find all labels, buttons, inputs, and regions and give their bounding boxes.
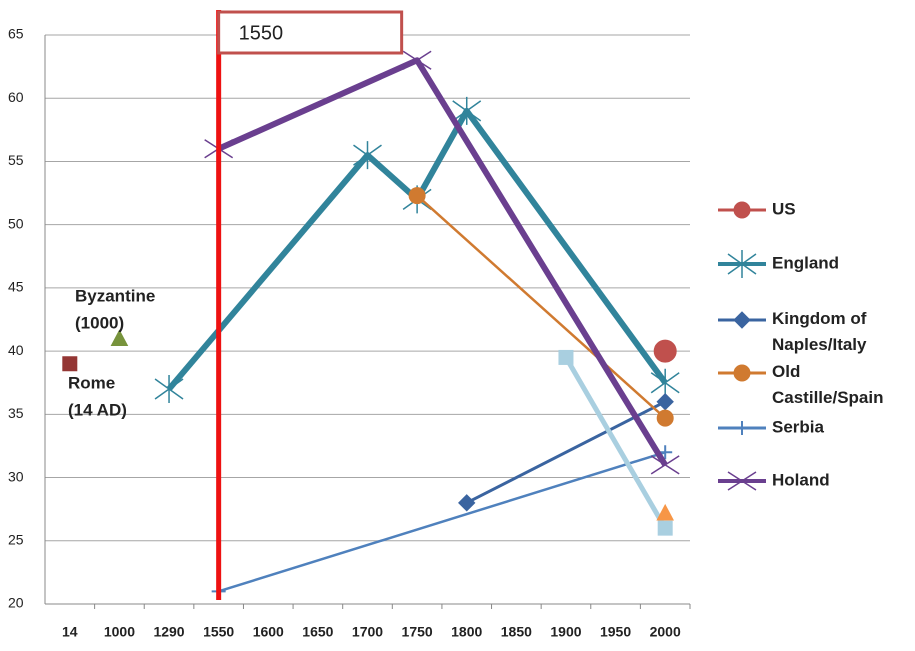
series xyxy=(656,503,675,521)
highlight-box xyxy=(217,10,404,55)
marker xyxy=(154,375,184,404)
marker xyxy=(735,421,749,435)
y-tick-label: 40 xyxy=(8,342,24,358)
x-tick-label: 1290 xyxy=(153,624,184,640)
series xyxy=(110,329,129,346)
marker xyxy=(657,520,673,536)
marker xyxy=(653,339,677,363)
y-tick-label: 50 xyxy=(8,215,24,231)
legend-label: Serbia xyxy=(772,417,825,436)
marker xyxy=(402,50,432,70)
legend-label: Holand xyxy=(772,470,830,489)
highlight-label: 1550 xyxy=(239,22,284,44)
legend-item: US xyxy=(718,199,796,219)
x-tick-label: 1750 xyxy=(402,624,433,640)
annotation: Byzantine xyxy=(75,286,155,305)
y-tick-label: 65 xyxy=(8,26,24,42)
x-tick-label: 1700 xyxy=(352,624,383,640)
series xyxy=(458,392,674,512)
y-tick-label: 55 xyxy=(8,152,24,168)
y-tick-label: 35 xyxy=(8,405,24,421)
legend-label: US xyxy=(772,199,796,218)
series xyxy=(558,349,673,536)
annotation: (14 AD) xyxy=(68,400,127,419)
marker xyxy=(656,503,675,521)
legend-label: Kingdom of Naples/Italy xyxy=(772,309,867,354)
legend-item: Serbia xyxy=(718,417,825,436)
x-tick-label: 1600 xyxy=(253,624,284,640)
legend-item: Old Castille/Spain xyxy=(718,362,883,407)
y-tick-label: 60 xyxy=(8,89,24,105)
marker xyxy=(650,368,680,397)
series xyxy=(408,187,674,427)
y-tick-label: 20 xyxy=(8,595,24,611)
legend-label: Old Castille/Spain xyxy=(772,362,883,407)
x-tick-label: 1550 xyxy=(203,624,234,640)
marker xyxy=(458,494,476,512)
legend-item: Kingdom of Naples/Italy xyxy=(718,309,867,354)
marker xyxy=(733,364,751,382)
legend-item: Holand xyxy=(718,470,830,491)
y-tick-label: 45 xyxy=(8,279,24,295)
legend-item: England xyxy=(718,250,839,278)
x-tick-label: 1850 xyxy=(501,624,532,640)
x-tick-label: 1800 xyxy=(451,624,482,640)
marker xyxy=(408,187,426,205)
marker xyxy=(656,409,674,427)
series-line xyxy=(466,400,666,505)
x-tick-label: 1000 xyxy=(104,624,135,640)
series-line xyxy=(416,194,667,420)
marker xyxy=(353,141,382,170)
y-tick-label: 30 xyxy=(8,468,24,484)
marker xyxy=(727,250,757,278)
x-tick-label: 1650 xyxy=(302,624,333,640)
marker xyxy=(733,311,751,329)
legend-label: England xyxy=(772,253,839,272)
x-tick-label: 14 xyxy=(62,624,78,640)
marker xyxy=(727,471,757,491)
marker xyxy=(650,455,680,475)
x-tick-label: 2000 xyxy=(650,624,681,640)
marker xyxy=(110,329,129,346)
series xyxy=(211,445,673,599)
series-line xyxy=(563,356,668,530)
series-line xyxy=(218,451,666,593)
series xyxy=(653,339,677,363)
marker xyxy=(452,96,482,125)
series-line xyxy=(217,57,668,467)
annotation: (1000) xyxy=(75,313,124,332)
series xyxy=(62,356,78,372)
marker xyxy=(62,356,78,372)
annotation: Rome xyxy=(68,373,115,392)
marker xyxy=(558,349,574,365)
y-tick-label: 25 xyxy=(8,531,24,547)
x-tick-label: 1950 xyxy=(600,624,631,640)
marker xyxy=(733,201,751,219)
x-tick-label: 1900 xyxy=(550,624,581,640)
marker xyxy=(656,392,674,411)
